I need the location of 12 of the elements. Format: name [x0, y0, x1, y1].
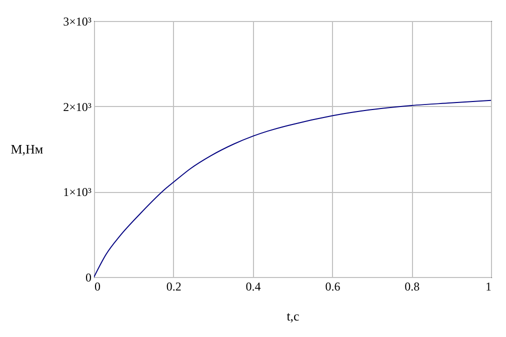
y-tick-label: 1×10³: [63, 185, 92, 200]
x-tick-label: 0.4: [246, 280, 261, 294]
x-tick-label: 0.8: [404, 280, 420, 294]
x-tick-label: 0.2: [166, 280, 182, 294]
x-tick-label: 0.6: [325, 280, 340, 294]
x-axis-title: t,c: [286, 308, 300, 324]
y-axis-title: M,Нм: [10, 142, 44, 156]
x-tick-label: 0: [94, 280, 100, 294]
y-tick-label: 2×10³: [63, 100, 92, 114]
y-tick-label: 3×10³: [63, 14, 92, 28]
y-tick-label: 0: [86, 270, 92, 284]
x-tick-label: 1: [486, 280, 492, 294]
